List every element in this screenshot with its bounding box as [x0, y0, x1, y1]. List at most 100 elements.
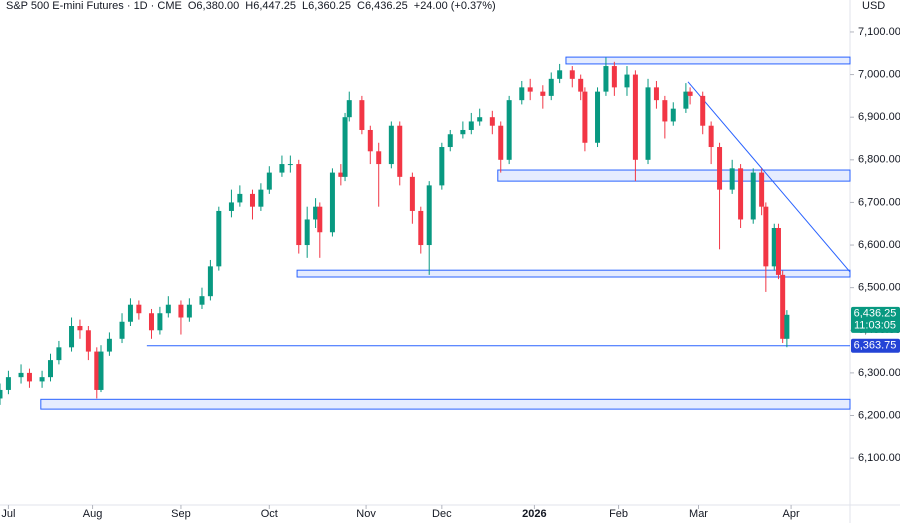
legend-key: C [357, 0, 365, 12]
x-tick-label: Oct [261, 508, 278, 520]
candle-body [687, 91, 693, 96]
candle-body [418, 210, 424, 246]
x-tick-label: Apr [783, 508, 800, 520]
candle-body [460, 129, 466, 135]
y-tick-label: 6,500.00 [858, 282, 900, 294]
candle-body [569, 70, 575, 79]
legend-value: 6,447.25 [253, 0, 296, 12]
candle-body [98, 351, 104, 390]
candle-body [313, 206, 319, 220]
candle-body [376, 151, 382, 165]
candle-body [317, 206, 323, 233]
candle-body [506, 100, 512, 160]
candle-body [662, 100, 668, 122]
candle-body [127, 304, 133, 322]
legend-value: 6,436.25 [365, 0, 408, 12]
candle-body [279, 164, 285, 173]
candle-body [106, 338, 112, 352]
candle-body [228, 202, 234, 211]
candle-body [498, 125, 504, 160]
candle-body [489, 117, 495, 126]
x-tick-label: Jul [1, 508, 15, 520]
candle-body [207, 266, 213, 297]
candle-body [304, 219, 310, 246]
candle-body [329, 172, 335, 233]
candle-body [359, 100, 365, 130]
candle-body [780, 274, 786, 339]
candle-body [540, 91, 546, 96]
zone [565, 56, 851, 65]
candle-body [759, 172, 765, 207]
candle-body [178, 304, 184, 318]
candle-body [296, 164, 302, 246]
candle-body [582, 91, 588, 143]
candle-body [338, 172, 344, 177]
candle-body [157, 313, 163, 331]
candle-body [595, 91, 601, 143]
x-tick-label: Aug [83, 508, 103, 520]
candle-body [266, 172, 272, 190]
candle-body [409, 176, 415, 211]
y-tick-label: 7,100.00 [858, 26, 900, 38]
candle-body [447, 134, 453, 148]
x-tick-label: 2026 [522, 508, 546, 520]
candle-body [199, 296, 205, 305]
legend-key: H [245, 0, 253, 12]
candle-body [683, 91, 689, 109]
support-tag [851, 338, 900, 353]
candle-body [717, 147, 723, 190]
candle-body [729, 168, 735, 190]
candle-body [670, 108, 676, 122]
candle-body [258, 189, 264, 207]
x-tick-label: Dec [432, 508, 452, 520]
candle-body [738, 168, 744, 220]
candle-body [439, 147, 445, 186]
x-tick-label: Feb [609, 508, 628, 520]
candle-body [26, 372, 32, 382]
y-tick-label: 6,900.00 [858, 111, 900, 123]
candle-body [249, 193, 255, 207]
candle-body [94, 351, 100, 390]
candle-body [548, 78, 554, 96]
candle-body [708, 125, 714, 148]
candle-body [342, 117, 348, 177]
candle-body [367, 129, 373, 152]
candle-body [47, 360, 53, 378]
candle-body [165, 304, 171, 314]
candle-body [77, 326, 83, 331]
y-tick-label: 6,200.00 [858, 409, 900, 421]
candle-body [397, 125, 403, 177]
candle-body [69, 326, 75, 348]
candle-body [237, 193, 243, 203]
x-tick-label: Sep [171, 508, 191, 520]
countdown: 11:03:05 [854, 320, 896, 332]
candle-body [624, 74, 630, 88]
trendline [687, 81, 851, 273]
candle-body [148, 313, 154, 331]
candle-body [763, 206, 769, 267]
y-tick-label: 6,700.00 [858, 196, 900, 208]
zone [497, 169, 851, 182]
candle-body [527, 87, 533, 92]
candle-body [603, 66, 609, 92]
legend-value: 6,380.00 [196, 0, 239, 12]
candle-body [519, 87, 525, 101]
x-tick-label: Nov [356, 508, 376, 520]
change: +24.00 (+0.37%) [414, 0, 496, 12]
candle-body [578, 78, 584, 92]
candle-body [119, 321, 125, 339]
candle-body [18, 372, 24, 378]
candle-body [56, 347, 62, 361]
support-label: 6,363.75 [854, 340, 897, 352]
y-tick-label: 6,800.00 [858, 154, 900, 166]
currency: USD [862, 0, 885, 12]
candle-body [426, 185, 432, 246]
last-price-label: 6,436.25 [854, 308, 897, 320]
chart-title: S&P 500 E-mini Futures · 1D · CME [6, 0, 182, 12]
candle-body [775, 227, 781, 275]
candle-body [346, 100, 352, 118]
y-tick-label: 6,100.00 [858, 452, 900, 464]
candle-body [700, 95, 706, 126]
legend-key: O [188, 0, 197, 12]
